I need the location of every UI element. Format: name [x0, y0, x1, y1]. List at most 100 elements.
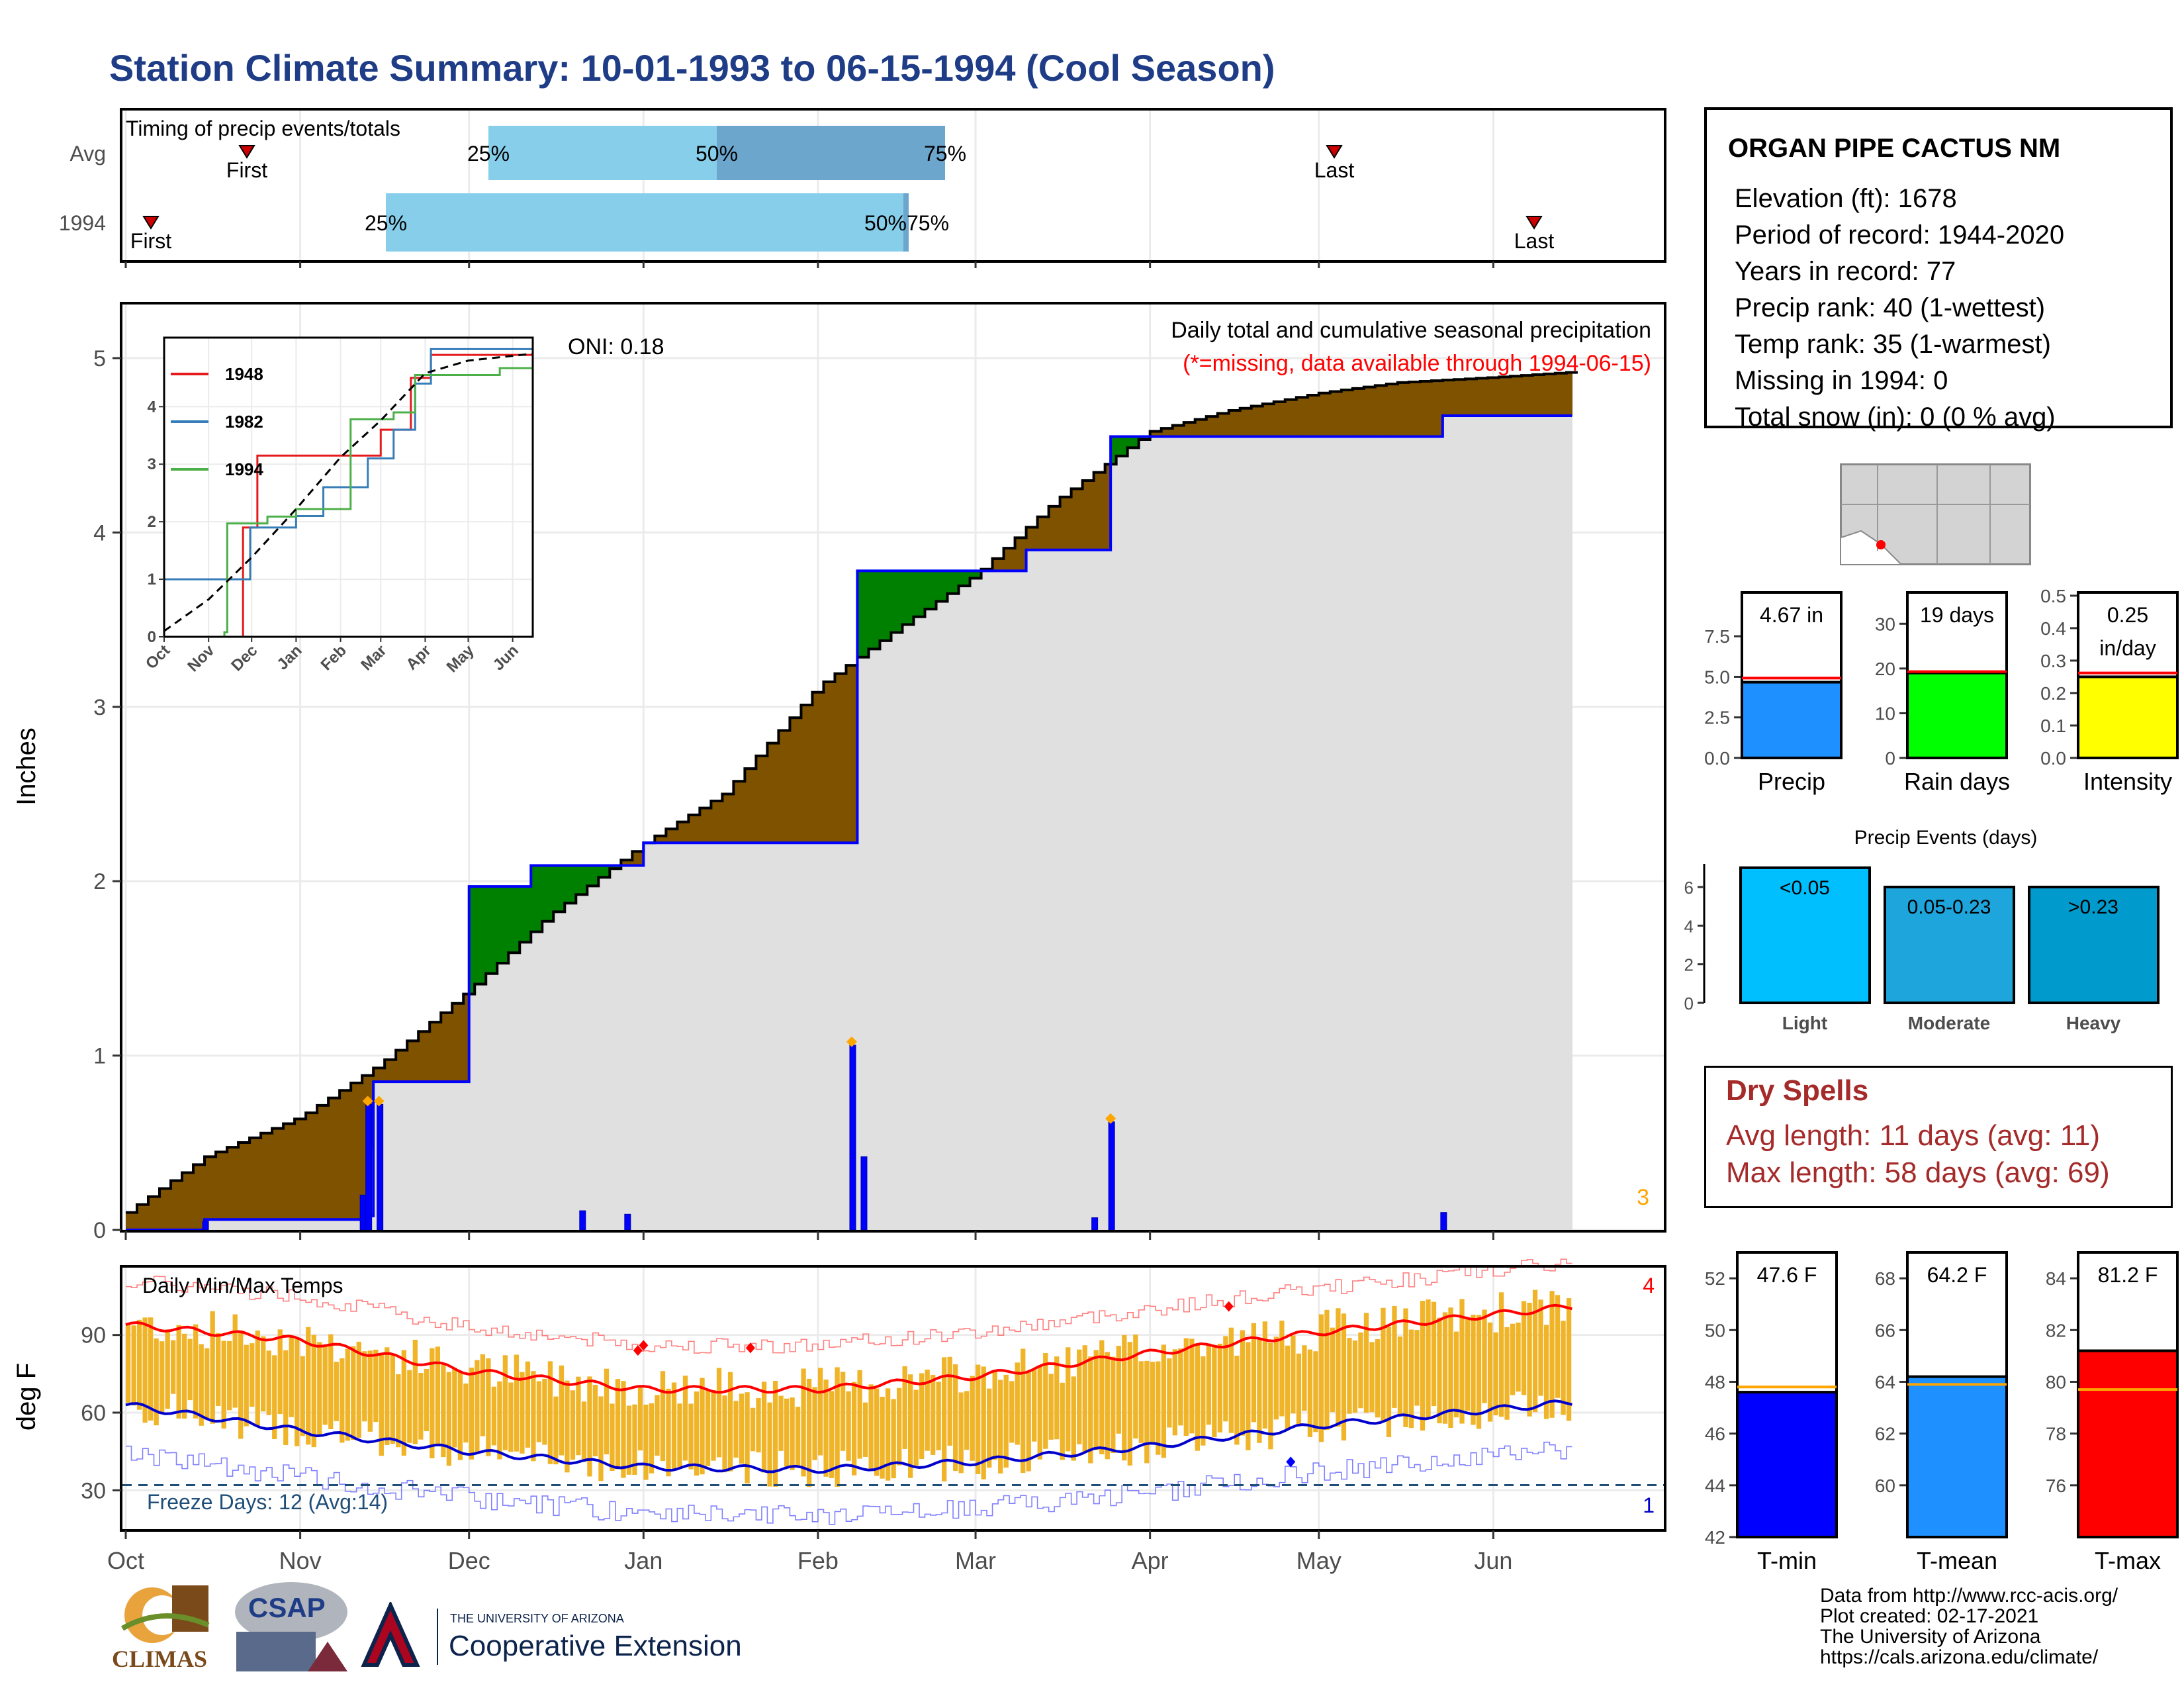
daily-temp-bar — [1228, 1327, 1234, 1433]
deficit-fill — [457, 1003, 464, 1082]
daily-temp-bar — [1088, 1356, 1093, 1464]
precip-gray-fill — [1189, 436, 1196, 1231]
surplus-fill — [536, 865, 543, 932]
deficit-fill — [727, 794, 734, 843]
deficit-fill — [1268, 404, 1275, 437]
daily-temp-bar — [925, 1370, 930, 1451]
deficit-fill — [1516, 376, 1522, 416]
deficit-fill — [998, 558, 1005, 571]
precip-total-ytick-label: 5.0 — [1704, 667, 1730, 687]
daily-temp-bar — [784, 1398, 790, 1467]
daily-temp-bar — [592, 1384, 598, 1456]
daily-temp-bar — [1448, 1307, 1453, 1429]
month-label: Mar — [955, 1547, 996, 1574]
daily-temp-bar — [1043, 1352, 1048, 1449]
daily-temp-bar — [772, 1381, 778, 1487]
daily-temp-bar — [790, 1397, 795, 1470]
precip-gray-fill — [1246, 436, 1252, 1231]
daily-temp-bar — [1066, 1347, 1071, 1452]
daily-temp-bar — [1336, 1308, 1341, 1427]
daily-temp-bar — [587, 1376, 592, 1477]
daily-temp-bar — [148, 1317, 154, 1421]
avg-max-line — [125, 1303, 1572, 1394]
event-category-label: Heavy — [2066, 1013, 2121, 1033]
deficit-fill — [205, 1156, 211, 1220]
surplus-fill — [885, 571, 892, 641]
precip-gray-fill — [1026, 549, 1032, 1231]
precip-gray-fill — [1516, 415, 1522, 1230]
daily-temp-bar — [716, 1368, 722, 1458]
inset-legend-label: 1948 — [225, 364, 263, 384]
record-min-line — [126, 1441, 1572, 1525]
precip-gray-fill — [334, 1219, 340, 1230]
t-min-bar — [1736, 1391, 1838, 1538]
precip-ylabel: Inches — [12, 727, 41, 806]
inset-avg-line — [163, 352, 533, 632]
deficit-fill — [227, 1147, 234, 1220]
precip-gray-fill — [1133, 447, 1140, 1230]
surplus-fill — [947, 571, 954, 594]
deficit-fill — [1240, 408, 1246, 437]
daily-temp-bar — [1431, 1301, 1437, 1407]
deficit-fill — [1156, 431, 1162, 437]
precip-gray-fill — [846, 843, 852, 1230]
precip-gray-fill — [885, 640, 892, 1230]
deficit-fill — [1279, 401, 1286, 437]
daily-temp-bar — [1150, 1362, 1155, 1445]
deficit-fill — [250, 1137, 256, 1220]
deficit-fill — [1420, 381, 1426, 437]
y1994-p50-p75-label: 50%75% — [864, 211, 949, 235]
deficit-fill — [801, 705, 807, 843]
daily-temp-bar — [396, 1374, 401, 1448]
daily-temp-bar — [1111, 1356, 1116, 1454]
precip-gray-fill — [705, 843, 711, 1230]
surplus-fill — [531, 865, 537, 932]
precip-gray-fill — [232, 1219, 239, 1230]
surplus-fill — [874, 571, 881, 649]
daily-temp-bar — [655, 1395, 660, 1456]
event-bin-label: 0.05-0.23 — [1907, 896, 1991, 918]
surplus-fill — [1116, 436, 1122, 456]
precip-gray-fill — [244, 1219, 250, 1230]
daily-temp-bar — [705, 1389, 711, 1466]
surplus-fill — [1122, 436, 1128, 456]
deficit-fill — [1307, 395, 1314, 437]
precip-gray-fill — [829, 843, 836, 1230]
precip-gray-fill — [295, 1219, 301, 1230]
daily-temp-bar — [1324, 1309, 1330, 1430]
daily-temp-bar — [880, 1396, 885, 1479]
daily-temp-bar — [660, 1371, 666, 1462]
daily-temp-bar — [1471, 1315, 1476, 1425]
timing-avg-bar-50-75 — [717, 126, 945, 180]
station-precip-rank: Precip rank: 40 (1-wettest) — [1735, 293, 2046, 322]
precip-gray-fill — [835, 843, 841, 1230]
precip-gray-fill — [874, 649, 881, 1230]
precip-gray-fill — [1172, 436, 1179, 1231]
deficit-fill — [1381, 385, 1387, 437]
deficit-fill — [1009, 548, 1016, 571]
intensity-ytick-label: 0.4 — [2040, 618, 2066, 639]
daily-temp-bar — [367, 1350, 373, 1432]
surplus-fill — [592, 865, 599, 886]
precip-total-value-label: 4.67 in — [1760, 603, 1823, 627]
precip-gray-fill — [1105, 549, 1111, 1231]
precip-gray-fill — [857, 657, 864, 1230]
precip-gray-fill — [592, 886, 599, 1230]
deficit-fill — [1493, 377, 1500, 416]
precip-gray-fill — [412, 1082, 419, 1230]
daily-precip-bar — [365, 1103, 373, 1231]
precip-gray-fill — [283, 1219, 290, 1230]
station-snow: Total snow (in): 0 (0 % avg) — [1735, 402, 2056, 432]
daily-temp-bar — [1021, 1348, 1026, 1474]
precip-gray-fill — [817, 843, 825, 1230]
record-max-line — [126, 1258, 1572, 1354]
daily-temp-bar — [1414, 1330, 1420, 1406]
precip-gray-fill — [1347, 436, 1353, 1231]
intensity-ytick-label: 0.2 — [2040, 683, 2066, 704]
daily-temp-bar — [441, 1364, 446, 1458]
event-bin-label: <0.05 — [1780, 877, 1830, 899]
precip-gray-fill — [1302, 436, 1308, 1231]
precip-gray-fill — [452, 1082, 459, 1230]
precip-gray-fill — [862, 657, 870, 1230]
